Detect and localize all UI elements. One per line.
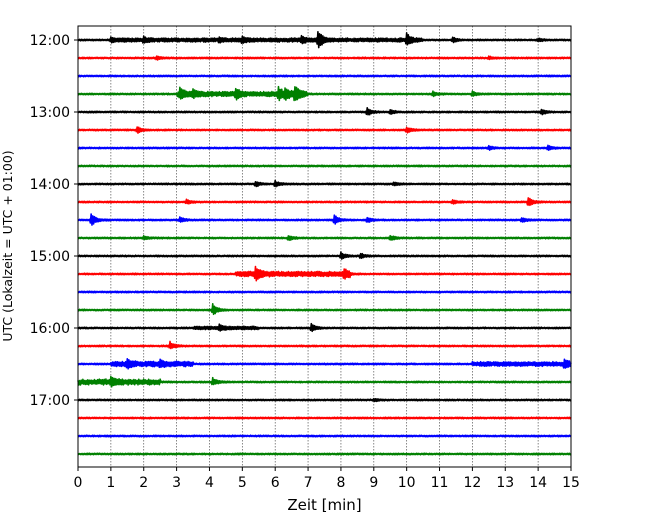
trace-line: [77, 213, 572, 226]
trace-line: [77, 234, 572, 242]
x-tick-label: 10: [398, 475, 416, 491]
x-tick-label: 8: [336, 475, 345, 491]
trace-line: [77, 375, 572, 388]
trace-line: [77, 434, 572, 438]
trace-line: [77, 126, 572, 134]
trace-line: [77, 322, 572, 333]
trace-line: [77, 144, 572, 152]
trace-line: [77, 30, 572, 49]
trace-line: [77, 302, 572, 316]
trace-line: [77, 416, 572, 420]
seismic-traces: [77, 30, 572, 456]
trace-line: [77, 452, 572, 456]
trace-line: [77, 197, 572, 207]
trace-line: [77, 55, 572, 61]
x-tick-label: 15: [562, 475, 580, 491]
y-axis-label: UTC (Lokalzeit = UTC + 01:00): [0, 150, 15, 341]
trace-line: [77, 107, 572, 116]
y-tick-label: 15:00: [30, 249, 70, 265]
x-tick-label: 11: [431, 475, 449, 491]
trace-line: [77, 251, 572, 260]
x-grid: [110, 26, 539, 467]
y-tick-label: 13:00: [30, 105, 70, 121]
y-tick-label: 16:00: [30, 321, 70, 337]
trace-line: [77, 265, 572, 282]
x-tick-label: 9: [369, 475, 378, 491]
trace-line: [77, 358, 572, 370]
x-tick-label: 7: [304, 475, 313, 491]
trace-line: [77, 74, 572, 78]
x-tick-label: 0: [74, 475, 83, 491]
x-tick-label: 3: [172, 475, 181, 491]
x-tick-label: 1: [106, 475, 115, 491]
x-tick-label: 4: [205, 475, 214, 491]
x-tick-label: 2: [139, 475, 148, 491]
trace-line: [77, 164, 572, 168]
y-tick-label: 14:00: [30, 177, 70, 193]
trace-line: [77, 179, 572, 188]
x-tick-label: 6: [271, 475, 280, 491]
x-axis-label: Zeit [min]: [287, 496, 361, 514]
trace-line: [77, 397, 572, 403]
y-axis-ticks: 12:00 13:00 14:00 15:00 16:00 17:00: [30, 33, 78, 409]
y-tick-label: 17:00: [30, 393, 70, 409]
y-tick-label: 12:00: [30, 33, 70, 49]
x-tick-label: 5: [238, 475, 247, 491]
trace-line: [77, 290, 572, 294]
plot-frame: [77, 25, 572, 468]
x-tick-label: 13: [496, 475, 514, 491]
x-tick-label: 12: [463, 475, 481, 491]
x-axis-ticks: 0 1 2 3 4 5 6 7 8 9 10 11 12 13 14 15: [74, 467, 580, 491]
x-tick-label: 14: [529, 475, 547, 491]
trace-line: [77, 85, 572, 102]
trace-line: [77, 340, 572, 350]
